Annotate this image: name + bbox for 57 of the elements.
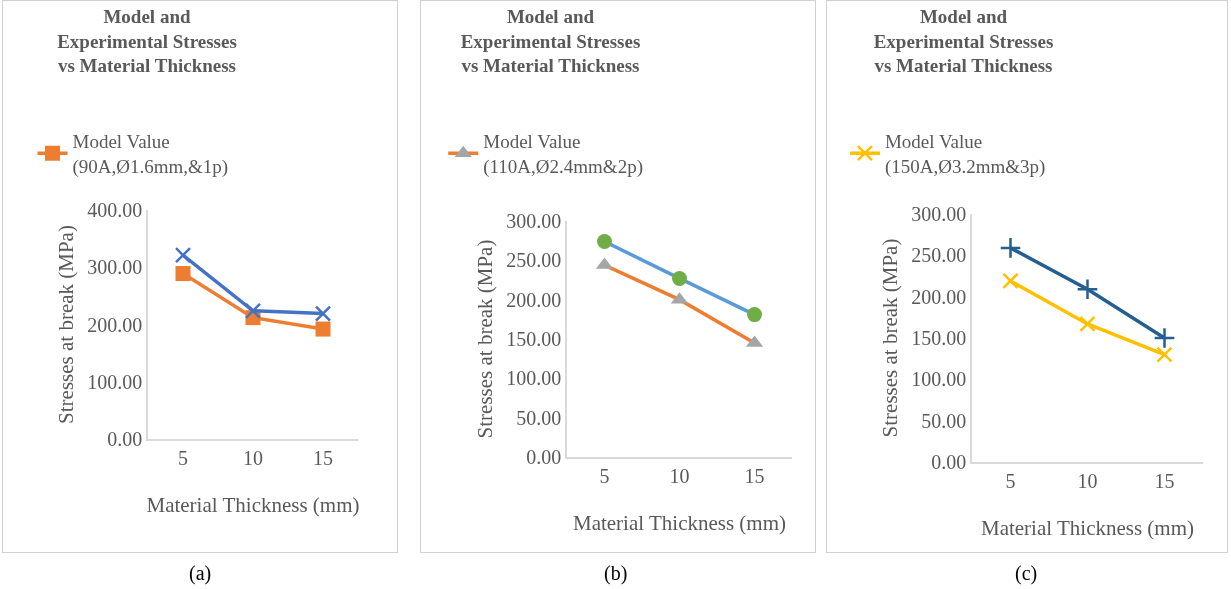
y-axis-title: Stresses at break (MPa) xyxy=(877,238,902,438)
y-tick-label: 300.00 xyxy=(87,256,143,279)
point xyxy=(174,246,192,264)
point xyxy=(315,321,331,337)
y-tick-label: 50.00 xyxy=(921,409,967,432)
y-tick-label: 200.00 xyxy=(87,313,143,336)
chart-title: Model and Experimental Stresses vs Material Thickness xyxy=(873,5,1054,77)
point xyxy=(597,233,612,249)
point xyxy=(1076,278,1099,301)
point xyxy=(999,236,1022,259)
y-tick-label: 250.00 xyxy=(911,244,967,267)
y-tick-label: 0.00 xyxy=(526,446,562,468)
y-axis-title: Stresses at break (MPa) xyxy=(472,239,497,439)
text: (c) xyxy=(1015,562,1038,585)
point xyxy=(1079,315,1096,333)
legend-label: Model Value (150A,Ø3.2mm&3p) xyxy=(884,131,1046,178)
y-tick-label: 250.00 xyxy=(506,249,562,272)
point xyxy=(1156,346,1173,363)
point xyxy=(747,307,762,323)
y-tick-label: 200.00 xyxy=(911,285,967,308)
x-tick-label: 5 xyxy=(1005,469,1016,492)
x-axis-title: Material Thickness (mm) xyxy=(146,493,360,518)
text: (b) xyxy=(604,562,628,585)
x-tick-label: 15 xyxy=(1154,469,1175,492)
point xyxy=(175,266,191,282)
x-tick-label: 15 xyxy=(744,464,765,487)
y-tick-label: 0.00 xyxy=(931,451,967,473)
x-tick-label: 5 xyxy=(178,446,188,469)
text: (a) xyxy=(189,562,212,585)
y-tick-label: 300.00 xyxy=(506,210,562,232)
legend-label: Model Value (110A,Ø2.4mm&2p) xyxy=(483,131,643,178)
chart-title: Model and Experimental Stresses vs Material Thickness xyxy=(460,5,641,77)
x-axis-title: Material Thickness (mm) xyxy=(572,511,787,536)
legend-label: Model Value (90A,Ø1.6mm,&1p) xyxy=(72,131,229,178)
point xyxy=(244,302,262,320)
x-tick-label: 10 xyxy=(243,446,263,469)
y-tick-label: 150.00 xyxy=(506,328,562,350)
y-tick-label: 0.00 xyxy=(107,428,143,450)
point xyxy=(1002,272,1019,290)
x-tick-label: 15 xyxy=(313,446,333,469)
x-tick-label: 5 xyxy=(599,464,610,487)
y-tick-label: 100.00 xyxy=(911,368,967,391)
y-tick-label: 100.00 xyxy=(87,370,143,393)
y-tick-label: 150.00 xyxy=(911,327,967,349)
y-tick-label: 50.00 xyxy=(516,406,562,429)
y-tick-label: 400.00 xyxy=(87,199,143,221)
y-axis-title: Stresses at break (MPa) xyxy=(53,225,78,424)
point xyxy=(1153,326,1176,350)
y-tick-label: 100.00 xyxy=(506,367,562,390)
point xyxy=(314,305,332,322)
y-tick-label: 200.00 xyxy=(506,288,562,311)
y-tick-label: 300.00 xyxy=(911,203,967,225)
x-axis-title: Material Thickness (mm) xyxy=(980,516,1195,541)
point xyxy=(672,270,687,286)
chart-title: Model and Experimental Stresses vs Material Thickness xyxy=(57,5,237,77)
x-tick-label: 10 xyxy=(1077,469,1098,492)
x-tick-label: 10 xyxy=(669,464,690,487)
